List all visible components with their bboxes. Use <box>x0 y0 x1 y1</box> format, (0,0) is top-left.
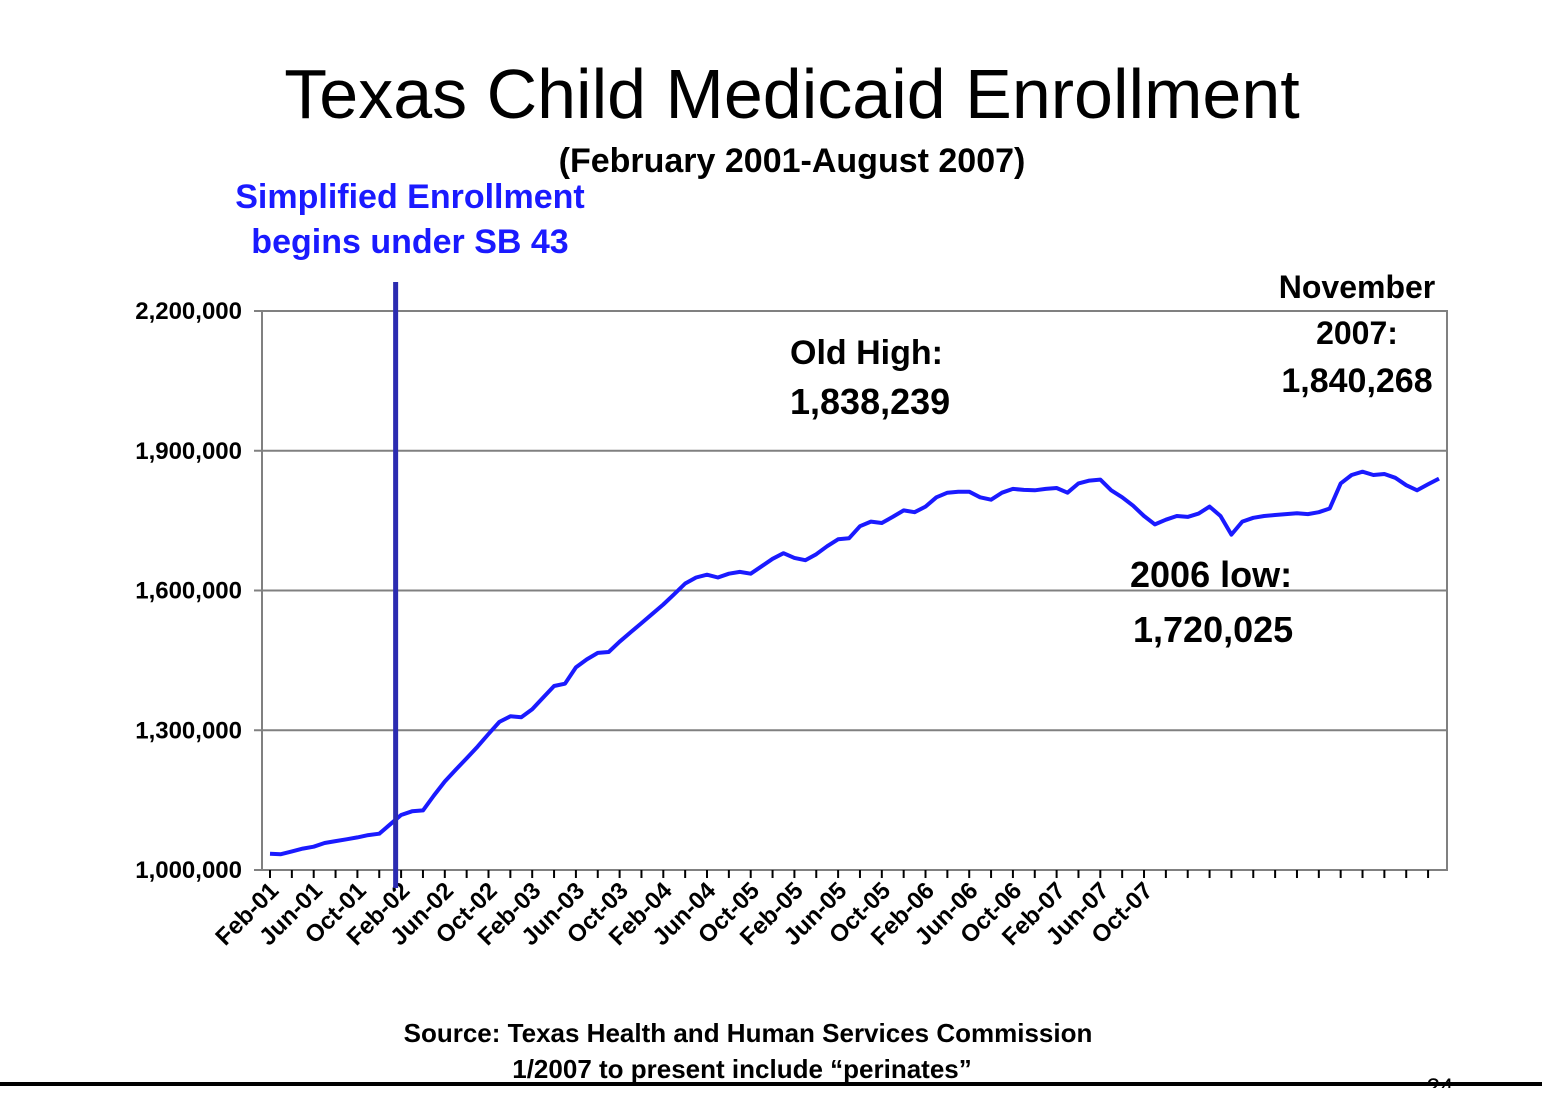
november-2007-label: November <box>1279 269 1436 305</box>
y-tick-label: 1,600,000 <box>135 578 242 605</box>
y-tick-label: 1,900,000 <box>135 438 242 465</box>
y-axis-tick-labels: 1,000,000 1,300,000 1,600,000 1,900,000 2,20… <box>135 298 242 884</box>
november-2007-value: 1,840,268 <box>1281 362 1432 400</box>
x-axis-tick-labels: Feb-01Jun-01Oct-01Feb-02Jun-02Oct-02Feb-… <box>210 877 1158 951</box>
y-tick-label: 2,200,000 <box>135 298 242 325</box>
chart-title: Texas Child Medicaid Enrollment <box>284 55 1299 133</box>
x-axis-ticks <box>269 870 1430 878</box>
gridlines <box>254 310 1447 871</box>
y-tick-label: 1,000,000 <box>135 857 242 884</box>
chart-subtitle: (February 2001-August 2007) <box>559 142 1026 180</box>
source-line-1: Source: Texas Health and Human Services … <box>404 1018 1093 1048</box>
november-2007-year: 2007: <box>1316 315 1398 351</box>
series-layer <box>269 469 1440 857</box>
low-2006-label: 2006 low: <box>1130 554 1292 595</box>
old-high-value: 1,838,239 <box>790 381 950 422</box>
simplified-enrollment-callout-line1: Simplified Enrollment <box>235 178 584 216</box>
old-high-label: Old High: <box>790 334 943 372</box>
simplified-enrollment-callout-line2: begins under SB 43 <box>251 223 568 261</box>
y-tick-label: 1,300,000 <box>135 717 242 744</box>
source-line-2: 1/2007 to present include “perinates” <box>512 1054 972 1084</box>
enrollment-series-line <box>269 469 1440 857</box>
low-2006-value: 1,720,025 <box>1133 609 1293 650</box>
